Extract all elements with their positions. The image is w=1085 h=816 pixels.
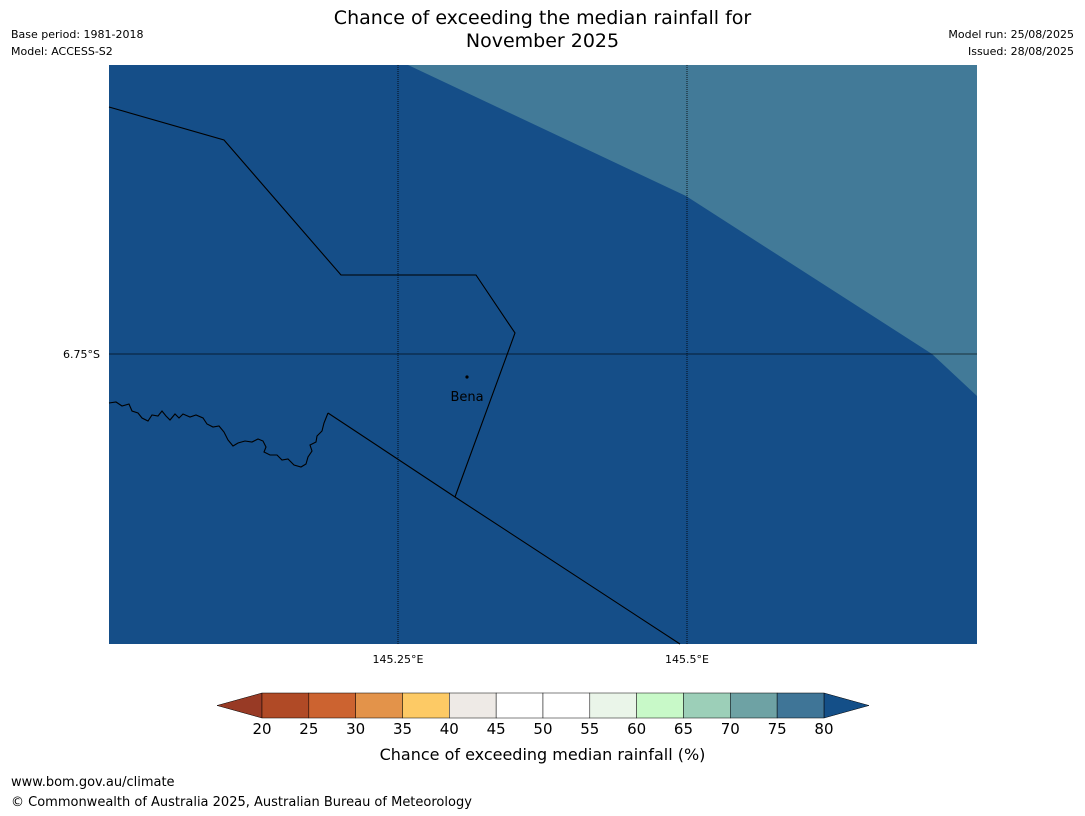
colorbar-cell-35-40 — [402, 692, 450, 719]
colorbar-tick-50: 50 — [533, 720, 553, 738]
colorbar-cell-20-25 — [261, 692, 310, 719]
colorbar-tick-25: 25 — [299, 720, 319, 738]
colorbar-cell-70-75 — [730, 692, 778, 719]
province-boundary-west — [108, 401, 329, 468]
colorbar-tick-30: 30 — [346, 720, 366, 738]
footer-copyright: © Commonwealth of Australia 2025, Austra… — [11, 795, 472, 810]
lat-tick-label: 6.75°S — [63, 348, 100, 361]
place-label-bena: Bena — [450, 390, 483, 405]
colorbar-over-arrow — [823, 692, 870, 719]
colorbar-tick-60: 60 — [627, 720, 647, 738]
title-line-1: Chance of exceeding the median rainfall … — [333, 7, 752, 29]
colorbar-cell-75-80 — [776, 692, 825, 719]
model-text: Model: ACCESS-S2 — [11, 45, 113, 58]
colorbar-tick-35: 35 — [392, 720, 413, 738]
footer-url[interactable]: www.bom.gov.au/climate — [11, 775, 175, 790]
colorbar-tick-75: 75 — [767, 720, 787, 738]
province-boundary-north — [108, 106, 516, 498]
meta-right: Model run: 25/08/2025 Issued: 28/08/2025 — [948, 26, 1074, 60]
colorbar-under-arrow — [216, 692, 263, 719]
colorbar-cell-65-70 — [683, 692, 731, 719]
colorbar-cell-30-35 — [355, 692, 403, 719]
model-run-text: Model run: 25/08/2025 — [948, 28, 1074, 41]
base-period-text: Base period: 1981-2018 — [11, 28, 144, 41]
colorbar-tick-40: 40 — [439, 720, 459, 738]
colorbar-cell-45-50 — [495, 692, 544, 719]
issued-text: Issued: 28/08/2025 — [967, 45, 1074, 58]
place-marker-dot — [465, 375, 469, 379]
colorbar-cell-55-60 — [589, 692, 637, 719]
colorbar-tick-45: 45 — [486, 720, 506, 738]
colorbar-tick-65: 65 — [673, 720, 694, 738]
colorbar-cell-40-45 — [449, 692, 497, 719]
colorbar-cell-50-55 — [542, 692, 591, 719]
colorbar-cell-60-65 — [636, 692, 684, 719]
colorbar-tick-70: 70 — [720, 720, 740, 738]
colorbar-tick-80: 80 — [814, 720, 834, 738]
map-panel: Bena — [108, 65, 977, 645]
title-line-2: November 2025 — [465, 30, 620, 52]
colorbar-tick-55: 55 — [580, 720, 600, 738]
colorbar-title: Chance of exceeding median rainfall (%) — [379, 745, 706, 764]
colorbar-cells — [261, 692, 825, 719]
colorbar — [216, 692, 870, 719]
lon-tick-label-145-25: 145.25°E — [373, 653, 424, 666]
colorbar-tick-20: 20 — [252, 720, 272, 738]
province-boundary-south — [327, 412, 681, 645]
map-title: Chance of exceeding the median rainfall … — [0, 7, 1085, 53]
lon-tick-label-145-5: 145.5°E — [665, 653, 709, 666]
probability-region-upper-right — [408, 65, 977, 396]
colorbar-cell-25-30 — [308, 692, 356, 719]
meta-left: Base period: 1981-2018 Model: ACCESS-S2 — [11, 26, 143, 60]
